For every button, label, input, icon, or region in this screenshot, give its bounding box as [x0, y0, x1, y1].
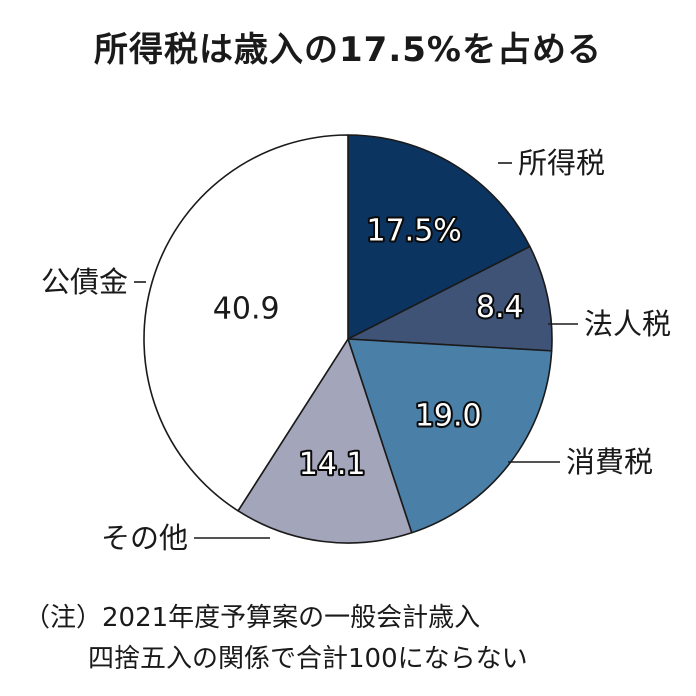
slice-3-value-label: 19.0 [415, 399, 482, 434]
chart-title: 所得税は歳入の17.5%を占める [94, 30, 602, 70]
slice-4-wedge [237, 338, 413, 544]
slice-2-value-label: 8.4 [476, 290, 524, 325]
slice-3-category-label: 消費税 [566, 445, 653, 479]
footnote-line-2: 四捨五入の関係で合計100にならない [88, 644, 528, 674]
slice-2-category-label: 法人税 [584, 307, 671, 341]
slice-1-wedge [347, 134, 531, 340]
slice-4-category-label: その他 [101, 521, 188, 555]
slice-1-category-label: 所得税 [518, 146, 605, 180]
slice-1-value-label: 17.5% [366, 214, 461, 249]
slice-5-category-label: 公債金 [41, 265, 128, 299]
slice-3-wedge [347, 338, 553, 534]
slice-4-value-label: 14.1 [299, 447, 366, 482]
slice-2-wedge [347, 245, 553, 352]
footnote-line-1: （注）2021年度予算案の一般会計歳入 [24, 603, 481, 633]
slice-5-value-label: 40.9 [213, 292, 280, 327]
slice-5-wedge [143, 134, 349, 512]
